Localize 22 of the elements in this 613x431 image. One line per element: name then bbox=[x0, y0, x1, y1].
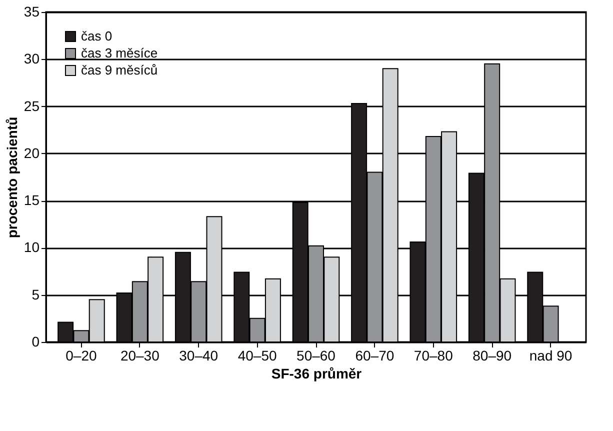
x-axis-title: SF-36 průměr bbox=[271, 366, 362, 382]
x-tick-label: 60–70 bbox=[355, 348, 394, 364]
y-tick-label: 0 bbox=[32, 334, 40, 350]
y-tick-label: 15 bbox=[24, 192, 40, 208]
y-tick-label: 30 bbox=[24, 50, 40, 67]
y-tick-label: 25 bbox=[24, 98, 40, 114]
y-axis-title: procento pacientů bbox=[4, 116, 20, 238]
legend-label: čas 3 měsíce bbox=[81, 46, 158, 60]
legend-label: čas 9 měsíců bbox=[81, 62, 158, 78]
x-tick-label: 30–40 bbox=[179, 348, 218, 364]
legend-label: čas 0 bbox=[81, 28, 112, 44]
y-tick-label: 35 bbox=[24, 4, 40, 20]
x-tick-label: 40–50 bbox=[238, 348, 277, 364]
x-tick-label: 80–90 bbox=[472, 348, 512, 364]
y-tick-label: 10 bbox=[24, 239, 40, 256]
x-tick-label: 50–60 bbox=[296, 348, 336, 364]
x-tick-label: 20–30 bbox=[120, 348, 160, 364]
y-tick-label: 20 bbox=[24, 144, 40, 161]
x-tick-label: 70–80 bbox=[414, 348, 454, 364]
y-tick-label: 5 bbox=[32, 286, 40, 302]
x-tick-label: nad 90 bbox=[529, 348, 572, 364]
x-tick-label: 0–20 bbox=[66, 348, 97, 364]
